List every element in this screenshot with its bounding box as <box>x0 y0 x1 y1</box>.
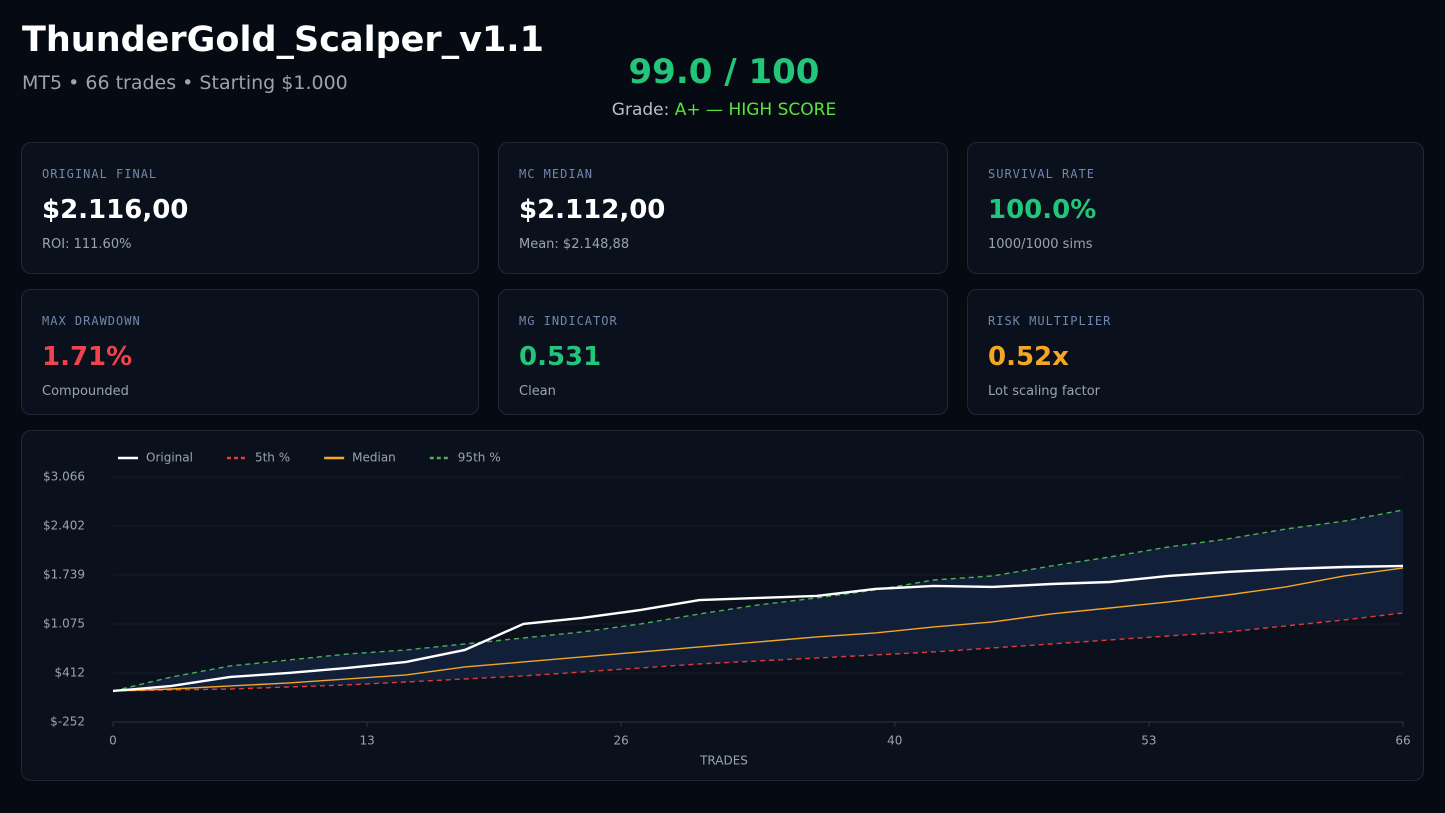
x-tick-label: 53 <box>1141 734 1156 748</box>
card-value: 100.0% <box>988 195 1097 225</box>
x-tick-label: 40 <box>887 734 902 748</box>
score: 99.0 / 100 <box>628 52 820 92</box>
card-label: MC MEDIAN <box>519 167 594 181</box>
series-line <box>112 567 1404 692</box>
legend-label: Original <box>146 451 193 465</box>
y-tick-label: $-252 <box>50 715 85 729</box>
card-note: Lot scaling factor <box>988 384 1101 399</box>
x-axis-label: TRADES <box>699 754 748 768</box>
card-label: MG INDICATOR <box>519 314 618 328</box>
card-value: $2.116,00 <box>42 195 189 225</box>
x-tick-label: 66 <box>1395 734 1410 748</box>
legend-label: Median <box>352 451 396 465</box>
legend-label: 95th % <box>458 451 501 465</box>
legend-label: 5th % <box>255 451 290 465</box>
y-tick-label: $1.075 <box>43 617 85 631</box>
x-tick-label: 0 <box>109 734 117 748</box>
y-tick-label: $3.066 <box>43 470 85 484</box>
card-value: 0.52x <box>988 342 1069 372</box>
y-tick-label: $2.402 <box>43 519 85 533</box>
card-note: ROI: 111.60% <box>42 237 132 252</box>
card-note: Clean <box>519 384 556 399</box>
card-value: 0.531 <box>519 342 602 372</box>
card-label: MAX DRAWDOWN <box>42 314 141 328</box>
percentile-band <box>113 510 1403 691</box>
subtitle: MT5 • 66 trades • Starting $1.000 <box>22 72 348 94</box>
card-value: $2.112,00 <box>519 195 666 225</box>
card-note: Compounded <box>42 384 129 399</box>
stat-card: SURVIVAL RATE 100.0% 1000/1000 sims <box>967 142 1424 274</box>
x-tick-label: 26 <box>614 734 629 748</box>
stat-card: RISK MULTIPLIER 0.52x Lot scaling factor <box>967 289 1424 415</box>
card-note: 1000/1000 sims <box>988 237 1093 252</box>
stat-card: ORIGINAL FINAL $2.116,00 ROI: 111.60% <box>21 142 479 274</box>
grade-line: Grade: A+ — HIGH SCORE <box>524 100 924 120</box>
y-tick-label: $1.739 <box>43 567 85 581</box>
card-label: ORIGINAL FINAL <box>42 167 158 181</box>
stat-card: MG INDICATOR 0.531 Clean <box>498 289 948 415</box>
x-tick-label: 13 <box>359 734 374 748</box>
y-tick-label: $412 <box>54 665 85 679</box>
stat-card: MAX DRAWDOWN 1.71% Compounded <box>21 289 479 415</box>
card-label: SURVIVAL RATE <box>988 167 1095 181</box>
grade: A+ — HIGH SCORE <box>674 100 837 120</box>
grade-label: Grade: <box>611 100 670 120</box>
card-value: 1.71% <box>42 342 133 372</box>
title: ThunderGold_Scalper_v1.1 <box>22 20 544 60</box>
card-note: Mean: $2.148,88 <box>519 237 630 252</box>
series-line <box>112 509 1404 692</box>
card-label: RISK MULTIPLIER <box>988 314 1112 328</box>
stat-card: MC MEDIAN $2.112,00 Mean: $2.148,88 <box>498 142 948 274</box>
series-line <box>112 564 1404 693</box>
